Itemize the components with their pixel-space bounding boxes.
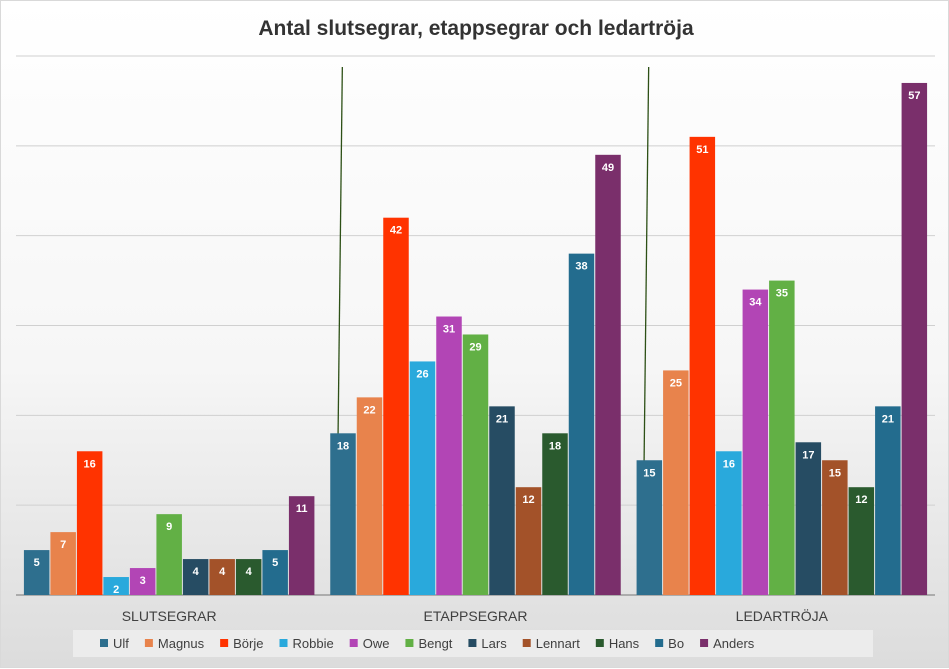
legend-swatch [700,639,709,647]
data-label: 29 [469,341,481,353]
data-label: 4 [246,566,253,578]
legend-swatch [522,639,531,647]
legend-label: Bo [668,636,684,651]
legend-label: Magnus [158,636,205,651]
bar-owe-2 [742,289,769,595]
data-label: 57 [908,90,920,102]
bar-hans-1 [542,433,568,595]
legend-swatch [405,639,414,647]
bar-bo-1 [568,253,595,595]
legend-label: Robbie [293,636,334,651]
bar-lennart-2 [822,460,848,595]
data-label: 34 [749,297,762,309]
bar-magnus-2 [663,370,689,595]
bar-magnus-0 [50,532,76,595]
bar-lars-1 [489,406,515,595]
data-label: 31 [443,324,455,336]
data-label: 16 [723,458,735,470]
legend-label: Börje [233,636,263,651]
bar-bo-2 [875,406,901,595]
bar-lars-2 [795,442,822,595]
data-label: 9 [166,521,172,533]
data-label: 4 [219,566,226,578]
data-label: 5 [272,557,278,569]
data-label: 11 [296,503,308,515]
legend-label: Lars [481,636,507,651]
legend-label: Anders [713,636,755,651]
data-label: 26 [416,368,428,380]
data-label: 3 [140,575,146,587]
bar-hans-2 [848,487,875,595]
data-label: 12 [522,494,534,506]
legend-label: Lennart [536,636,580,651]
bar-börje-2 [689,136,716,595]
bar-börje-1 [383,217,409,595]
data-label: 7 [60,539,66,551]
category-label: LEDARTRÖJA [736,607,829,624]
data-label: 2 [113,584,119,596]
legend-swatch [468,639,477,647]
bar-hans-0 [235,559,262,595]
data-label: 18 [549,440,561,452]
legend-swatch [595,639,604,647]
data-label: 15 [643,467,655,479]
bar-anders-1 [595,154,621,596]
bar-robbie-1 [409,361,436,595]
data-label: 17 [802,449,814,461]
bar-lennart-1 [515,487,542,595]
legend: Ulf Magnus Börje Robbie Owe Bengt Lars Lennart H… [73,630,873,657]
legend-label: Ulf [113,636,129,651]
data-label: 22 [363,404,375,416]
legend-swatch [100,639,108,647]
data-label: 18 [337,440,349,452]
legend-swatch [220,639,229,647]
bar-robbie-2 [716,451,742,595]
data-label: 38 [575,261,587,273]
bar-lars-0 [182,559,209,595]
legend-swatch [349,639,358,647]
data-label: 49 [602,162,614,174]
data-label: 15 [829,467,841,479]
bar-bengt-1 [462,334,489,595]
chart-title: Antal slutsegrar, etappsegrar och ledart… [258,17,694,40]
bar-bengt-2 [769,280,795,595]
data-label: 5 [34,557,40,569]
bar-bo-0 [262,550,288,595]
bar-lennart-0 [209,559,235,595]
bar-ulf-1 [330,433,356,595]
data-label: 25 [670,377,682,389]
data-label: 51 [696,144,708,156]
bar-ulf-0 [23,550,50,595]
category-label: SLUTSEGRAR [122,608,217,624]
data-label: 12 [855,494,867,506]
bar-ulf-2 [636,460,663,595]
data-label: 16 [84,458,96,470]
data-label: 21 [496,413,508,425]
legend-label: Owe [363,636,390,651]
bar-anders-0 [288,496,315,595]
data-label: 4 [193,566,200,578]
x-axis: SLUTSEGRAR ETAPPSEGRAR LEDARTRÖJA [122,607,829,624]
legend-swatch [279,639,288,647]
data-label: 42 [390,225,402,237]
bar-owe-1 [436,316,462,595]
legend-swatch [144,639,153,647]
bar-bengt-0 [156,514,182,595]
bar-magnus-1 [356,397,383,595]
bar-börje-0 [76,451,103,595]
data-label: 35 [776,288,788,300]
legend-label: Hans [609,636,640,651]
bar-owe-0 [129,568,156,595]
bar-robbie-0 [103,577,129,595]
category-label: ETAPPSEGRAR [424,608,528,624]
legend-swatch [655,639,664,647]
data-label: 21 [882,413,894,425]
legend-label: Bengt [418,636,452,651]
bar-anders-2 [901,82,928,595]
